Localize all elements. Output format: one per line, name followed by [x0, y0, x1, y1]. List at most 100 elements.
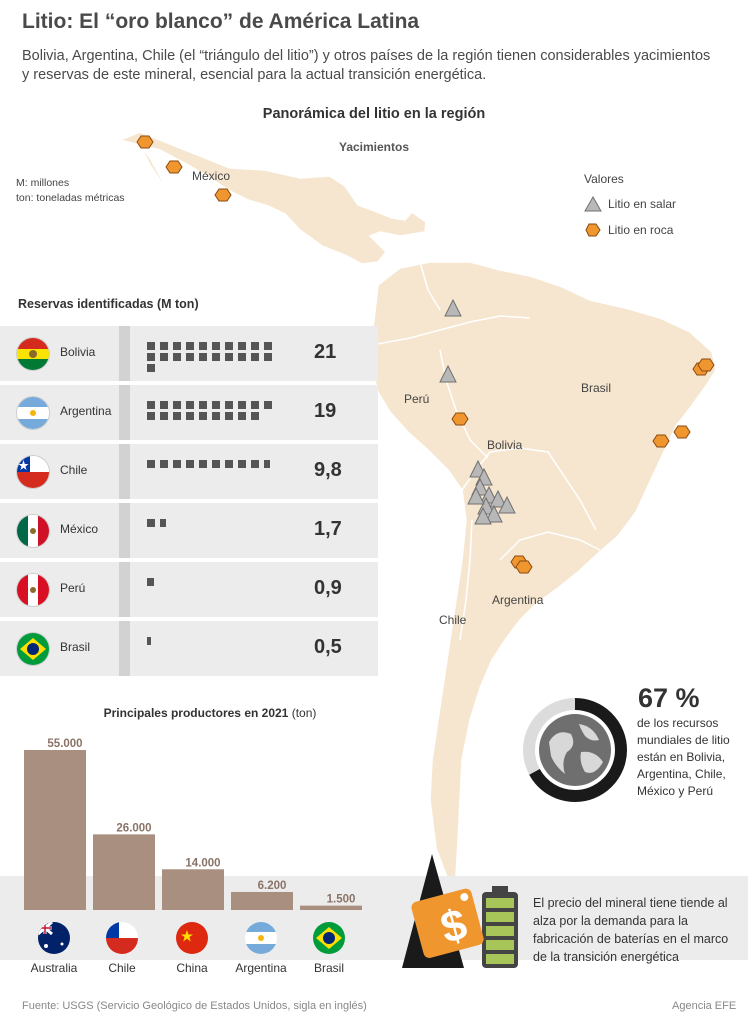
- reserve-square: [238, 412, 246, 420]
- rock-deposit-marker: [673, 425, 691, 439]
- producer-label: Australia: [30, 961, 78, 975]
- producer-label: Chile: [108, 961, 136, 975]
- reserve-square: [212, 342, 220, 350]
- reserve-separator: [119, 385, 130, 440]
- reserve-square: [186, 353, 194, 361]
- legend-salar-label: Litio en salar: [608, 197, 677, 211]
- units-tons: ton: toneladas métricas: [16, 192, 125, 204]
- salar-deposit-marker: [498, 495, 516, 514]
- reserve-country: Argentina: [60, 404, 112, 418]
- reserve-square: [147, 342, 155, 350]
- map-legend: Valores Litio en salar Litio en roca: [584, 172, 676, 238]
- producers-title-unit: (ton): [291, 706, 317, 720]
- reserve-square: [186, 460, 194, 468]
- share-value: 67 %: [638, 683, 700, 713]
- map-label-bolivia: Bolivia: [487, 438, 523, 452]
- map-label-argentina: Argentina: [492, 593, 544, 607]
- brasil-flag: [17, 633, 49, 665]
- reserve-square: [238, 460, 246, 468]
- rock-deposit-marker: [165, 160, 183, 174]
- reserve-square: [147, 460, 155, 468]
- share-text: de los recursos mundiales de litio están…: [637, 716, 730, 798]
- salar-deposit-marker: [467, 486, 485, 505]
- producer-label: China: [176, 961, 208, 975]
- units-note: M: millones ton: toneladas métricas: [16, 176, 125, 206]
- reserve-square: [225, 412, 233, 420]
- rock-deposit-marker: [652, 434, 670, 448]
- rock-deposit-marker: [515, 560, 533, 574]
- reserve-country: Brasil: [60, 640, 91, 654]
- salar-deposit-marker: [485, 504, 503, 523]
- peru-flag: [17, 574, 49, 606]
- reserve-square: [173, 412, 181, 420]
- salar-deposit-marker: [489, 489, 507, 508]
- reserve-square: [147, 353, 155, 361]
- producer-value-label: 1.500: [327, 894, 356, 906]
- rock-deposit-marker: [697, 358, 715, 372]
- reserve-square: [160, 401, 168, 409]
- reserve-country: Perú: [60, 581, 86, 595]
- reserve-country: México: [60, 522, 99, 536]
- reserve-value: 1,7: [314, 518, 342, 540]
- reserve-square: [212, 460, 220, 468]
- reserve-row: Chile 9,8: [0, 444, 378, 499]
- producers-title-text: Principales productores en 2021: [103, 706, 289, 720]
- reserve-square: [199, 401, 207, 409]
- reserve-square: [173, 342, 181, 350]
- reserve-row: Brasil 0,5: [0, 621, 378, 676]
- reserve-separator: [119, 326, 130, 381]
- producer-label: Brasil: [313, 961, 344, 975]
- chile-flag: [106, 922, 138, 954]
- reserve-square: [147, 412, 155, 420]
- reserve-square: [160, 342, 168, 350]
- reserve-square: [225, 401, 233, 409]
- reserve-row: Perú 0,9: [0, 562, 378, 617]
- legend-title: Valores: [584, 172, 624, 186]
- reserve-square: [251, 412, 259, 420]
- price-battery-icon: $: [402, 854, 518, 968]
- producer-bar: [93, 834, 155, 910]
- reserve-square: [173, 460, 181, 468]
- map-label-chile: Chile: [439, 613, 467, 627]
- share-donut: [523, 698, 627, 802]
- map-country-labels: México Perú Bolivia Brasil Argentina Chi…: [192, 169, 611, 627]
- salar-deposit-marker: [474, 506, 492, 525]
- reserve-square: [147, 401, 155, 409]
- producer-label: Argentina: [235, 961, 287, 975]
- reserve-square: [212, 353, 220, 361]
- reserve-value: 19: [314, 400, 337, 422]
- legend-salar: Litio en salar: [584, 196, 676, 212]
- reserve-square: [251, 401, 259, 409]
- reserve-square: [264, 460, 270, 468]
- producer-bar: [162, 869, 224, 910]
- reserve-row: Argentina 19: [0, 385, 378, 440]
- reserve-square: [147, 364, 155, 372]
- brasil-flag: [313, 922, 345, 954]
- reserve-square: [160, 519, 166, 527]
- reserve-square: [173, 353, 181, 361]
- share-donut-arc: [523, 698, 627, 802]
- reserve-square: [186, 401, 194, 409]
- producer-value-label: 6.200: [258, 880, 287, 892]
- argentina-flag: [17, 397, 49, 429]
- reserve-square: [147, 637, 151, 645]
- reserve-square: [225, 353, 233, 361]
- reserve-square: [147, 578, 154, 586]
- map-title: Panorámica del litio en la región: [262, 106, 486, 122]
- reserve-square: [160, 412, 168, 420]
- legend-roca-label: Litio en roca: [608, 223, 674, 237]
- map-label-peru: Perú: [404, 392, 429, 406]
- reserve-country: Bolivia: [60, 345, 96, 359]
- reserve-row: México 1,7: [0, 503, 378, 558]
- source-text: Fuente: USGS (Servicio Geológico de Esta…: [22, 1000, 367, 1012]
- legend-roca: Litio en roca: [584, 222, 676, 238]
- units-millions: M: millones: [16, 177, 70, 189]
- reserve-value: 0,9: [314, 577, 342, 599]
- reserve-square: [199, 412, 207, 420]
- rock-deposits: [136, 135, 715, 574]
- reserve-square: [225, 460, 233, 468]
- producer-bar: [231, 891, 293, 910]
- reserve-square: [225, 342, 233, 350]
- reserve-country: Chile: [60, 463, 88, 477]
- mexico-flag: [17, 515, 49, 547]
